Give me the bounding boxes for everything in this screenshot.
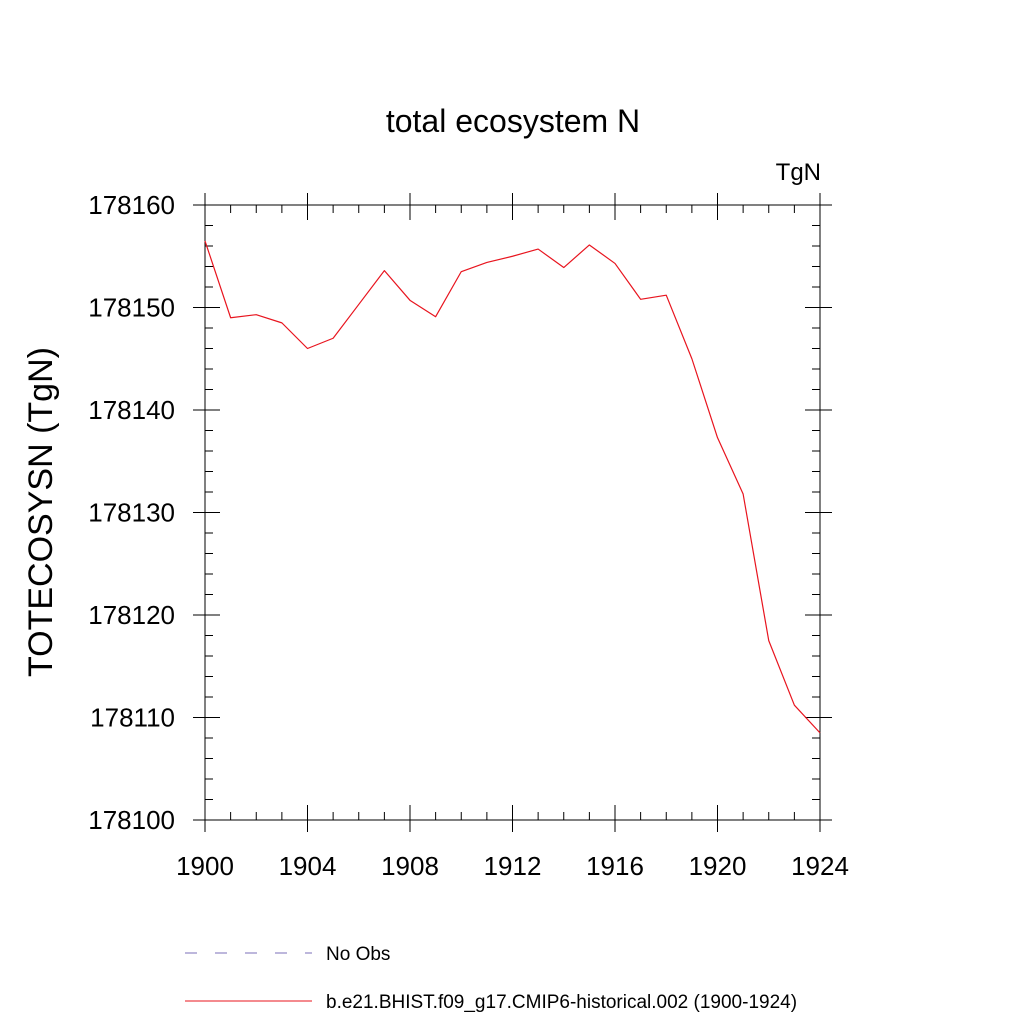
y-tick-label: 178140 xyxy=(88,395,175,425)
y-tick-label: 178120 xyxy=(88,600,175,630)
x-tick-label: 1908 xyxy=(381,851,439,881)
chart-title: total ecosystem N xyxy=(386,103,640,139)
legend: No Obs b.e21.BHIST.f09_g17.CMIP6-historic… xyxy=(185,944,797,1013)
axes: 1900 1904 1908 1912 1916 1920 1924 178100 178110… xyxy=(88,190,849,881)
series-layer xyxy=(204,240,821,734)
y-tick-label: 178130 xyxy=(88,498,175,528)
y-axis-label: TOTECOSYSN (TgN) xyxy=(22,347,60,677)
legend-label: No Obs xyxy=(326,944,390,965)
y-tick-label: 178110 xyxy=(90,703,175,733)
series-line xyxy=(204,240,821,734)
x-tick-label: 1900 xyxy=(176,851,234,881)
y-tick-label: 178160 xyxy=(88,190,175,220)
y-tick-label: 178100 xyxy=(88,805,175,835)
x-tick-label: 1904 xyxy=(279,851,337,881)
y-tick-label: 178150 xyxy=(88,293,175,323)
plot-frame xyxy=(204,204,821,821)
units-label: TgN xyxy=(776,159,821,186)
x-tick-label: 1920 xyxy=(689,851,747,881)
x-tick-label: 1912 xyxy=(484,851,542,881)
x-tick-label: 1916 xyxy=(586,851,644,881)
x-tick-label: 1924 xyxy=(791,851,849,881)
legend-label: b.e21.BHIST.f09_g17.CMIP6-historical.002… xyxy=(326,992,797,1013)
